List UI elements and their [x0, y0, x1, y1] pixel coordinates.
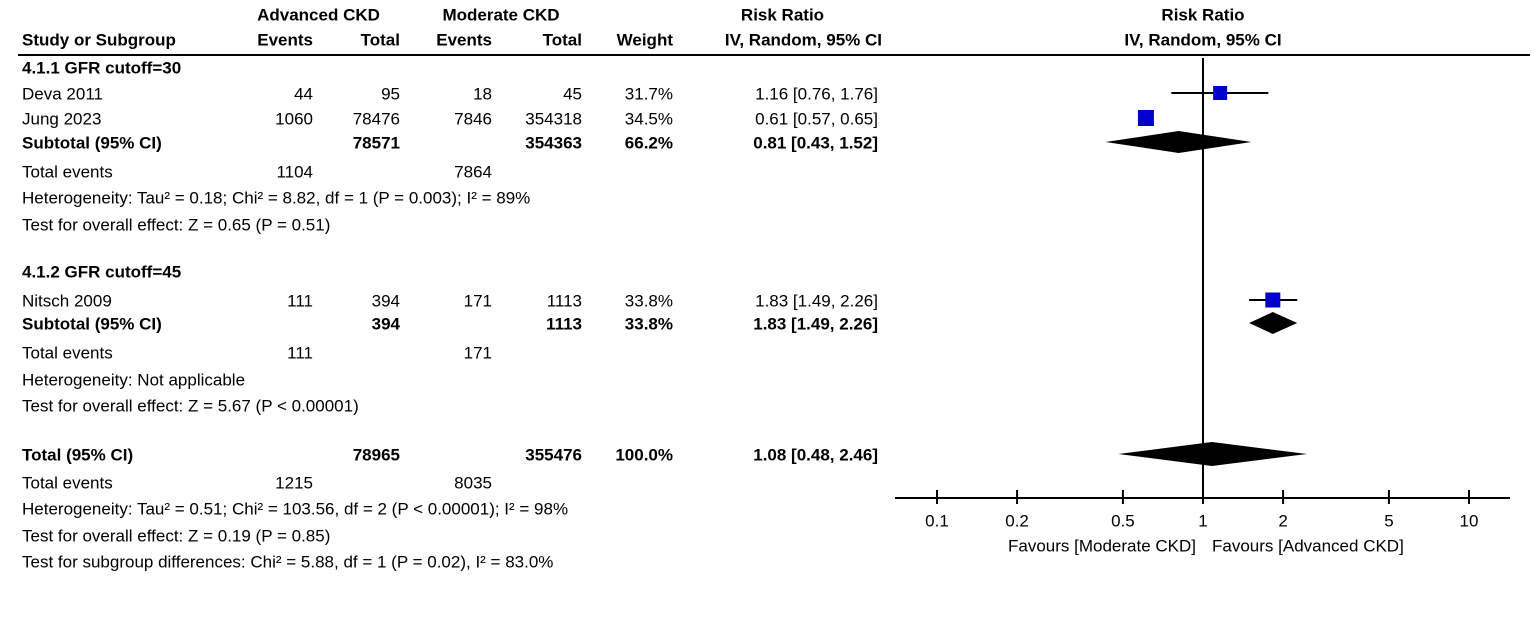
axis-tick-label: 10	[1459, 511, 1479, 531]
note-text: Test for overall effect: Z = 0.65 (P = 0…	[22, 215, 331, 235]
study-label: Subtotal (95% CI)	[22, 133, 162, 153]
column-header-total-moderate: Total	[542, 30, 582, 50]
column-group-risk-ratio: Risk Ratio	[740, 5, 825, 25]
weight-value: 31.7%	[624, 84, 673, 104]
events-advanced: 1104	[276, 162, 313, 182]
note-text: Test for subgroup differences: Chi² = 5.…	[22, 552, 554, 572]
plot-title: Risk Ratio	[1161, 5, 1245, 25]
favours-left-label: Favours [Moderate CKD]	[1007, 536, 1196, 556]
column-header-events-moderate: Events	[436, 30, 492, 50]
total-moderate: 45	[563, 84, 582, 104]
axis-tick-label: 0.2	[1005, 511, 1029, 531]
subtotal-diamond	[1105, 131, 1252, 153]
column-header-events-advanced: Events	[257, 30, 313, 50]
total-moderate: 354363	[525, 133, 582, 153]
axis-tick-label: 2	[1278, 511, 1288, 531]
note-text: Heterogeneity: Tau² = 0.18; Chi² = 8.82,…	[22, 188, 531, 208]
total-advanced: 78476	[352, 109, 400, 129]
total-advanced: 394	[371, 314, 400, 334]
rr-ci-value: 0.81 [0.43, 1.52]	[753, 133, 878, 153]
subgroup-label: 4.1.1 GFR cutoff=30	[22, 58, 182, 78]
weight-value: 66.2%	[624, 133, 673, 153]
events-moderate: 18	[473, 84, 492, 104]
rr-ci-value: 1.83 [1.49, 2.26]	[755, 291, 878, 311]
study-label: Nitsch 2009	[22, 291, 112, 311]
study-label: Subtotal (95% CI)	[22, 314, 162, 334]
events-moderate: 7846	[454, 109, 492, 129]
study-point-square	[1265, 292, 1281, 308]
events-advanced: 111	[287, 291, 313, 311]
column-group-moderate-ckd: Moderate CKD	[442, 5, 560, 25]
weight-value: 34.5%	[624, 109, 673, 129]
favours-right-label: Favours [Advanced CKD]	[1212, 536, 1404, 556]
total-advanced: 78571	[352, 133, 400, 153]
total-moderate: 354318	[525, 109, 582, 129]
study-label: Total events	[22, 162, 113, 182]
study-point-square	[1137, 110, 1154, 126]
events-moderate: 171	[463, 343, 492, 363]
study-label: Total events	[22, 343, 113, 363]
rr-ci-value: 1.08 [0.48, 2.46]	[753, 445, 878, 465]
plot-subtitle: IV, Random, 95% CI	[1124, 30, 1282, 50]
column-group-advanced-ckd: Advanced CKD	[257, 5, 380, 25]
total-moderate: 355476	[525, 445, 582, 465]
axis-tick-label: 0.5	[1111, 511, 1135, 531]
total-advanced: 95	[381, 84, 400, 104]
subgroup-label: 4.1.2 GFR cutoff=45	[22, 262, 182, 282]
weight-value: 33.8%	[624, 314, 673, 334]
note-text: Test for overall effect: Z = 5.67 (P < 0…	[22, 396, 359, 416]
study-label: Total (95% CI)	[22, 445, 134, 465]
header-rule	[18, 54, 1530, 56]
total-diamond	[1118, 442, 1307, 466]
total-advanced: 394	[371, 291, 400, 311]
rr-ci-value: 1.16 [0.76, 1.76]	[755, 84, 878, 104]
axis-tick-label: 0.1	[925, 511, 949, 531]
events-moderate: 7864	[454, 162, 492, 182]
axis-tick-label: 5	[1384, 511, 1394, 531]
column-header-total-advanced: Total	[360, 30, 400, 50]
axis-tick-label: 1	[1198, 511, 1208, 531]
total-advanced: 78965	[352, 445, 400, 465]
study-label: Total events	[22, 473, 113, 493]
total-moderate: 1113	[546, 291, 582, 311]
note-text: Test for overall effect: Z = 0.19 (P = 0…	[22, 526, 331, 546]
weight-value: 33.8%	[624, 291, 673, 311]
column-header-rr-method: IV, Random, 95% CI	[724, 30, 882, 50]
rr-ci-value: 1.83 [1.49, 2.26]	[753, 314, 878, 334]
subtotal-diamond	[1249, 312, 1298, 334]
note-text: Heterogeneity: Tau² = 0.51; Chi² = 103.5…	[22, 499, 569, 519]
study-label: Deva 2011	[22, 84, 103, 104]
study-point-square	[1213, 86, 1228, 100]
events-moderate: 171	[463, 291, 492, 311]
note-text: Heterogeneity: Not applicable	[22, 370, 246, 390]
column-header-study: Study or Subgroup	[22, 30, 176, 50]
rr-ci-value: 0.61 [0.57, 0.65]	[755, 109, 878, 129]
weight-value: 100.0%	[615, 445, 673, 465]
study-label: Jung 2023	[22, 109, 102, 129]
column-header-weight: Weight	[616, 30, 673, 50]
events-advanced: 1060	[275, 109, 313, 129]
total-moderate: 1113	[546, 314, 582, 334]
events-advanced: 111	[287, 343, 313, 363]
events-moderate: 8035	[454, 473, 492, 493]
events-advanced: 1215	[275, 473, 313, 493]
events-advanced: 44	[294, 84, 313, 104]
